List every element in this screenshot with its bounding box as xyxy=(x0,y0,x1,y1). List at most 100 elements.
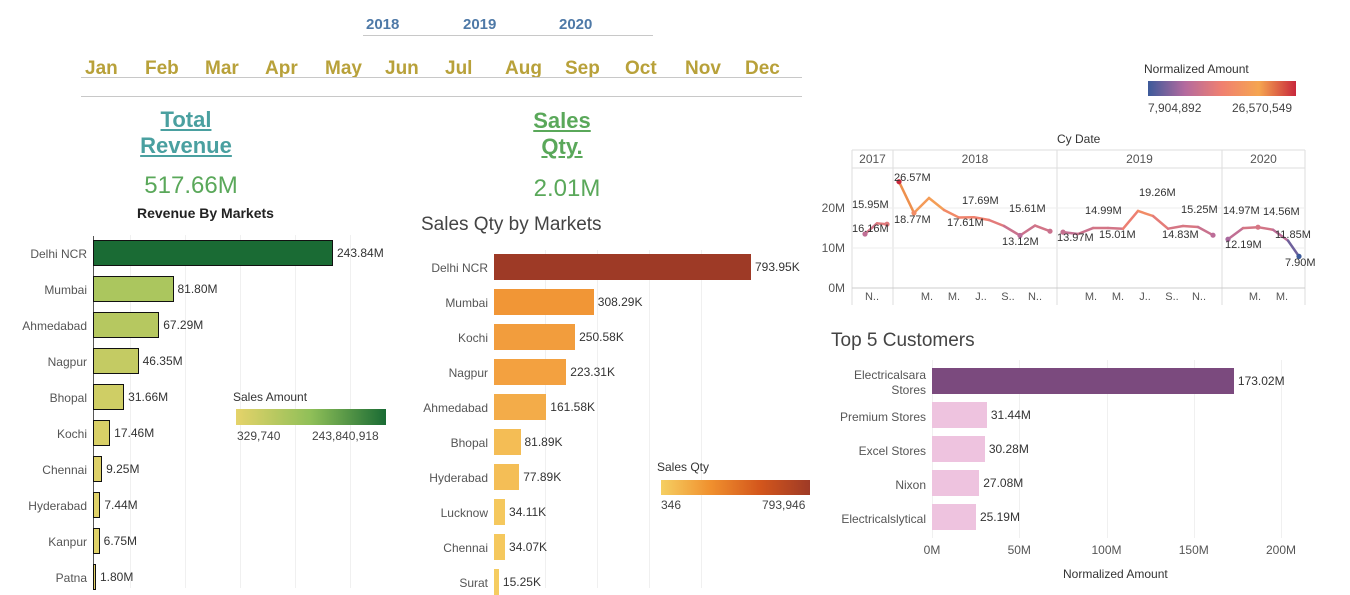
revenue-bar-label: Mumbai xyxy=(0,283,87,297)
line-data-label: 13.97M xyxy=(1057,232,1094,244)
sales-qty-legend-min: 346 xyxy=(661,498,681,512)
revenue-bar-label: Kanpur xyxy=(0,535,87,549)
sales-amount-legend-title: Sales Amount xyxy=(233,390,307,404)
sales-qty-bar xyxy=(494,254,751,280)
sales-qty-bar xyxy=(494,394,546,420)
line-data-label: 12.19M xyxy=(1225,239,1262,251)
line-data-label: 17.61M xyxy=(947,217,984,229)
line-data-label: 17.69M xyxy=(962,195,999,207)
sales-qty-legend-max: 793,946 xyxy=(762,498,805,512)
revenue-bar-value: 9.25M xyxy=(106,462,139,476)
sales-qty-legend-title: Sales Qty xyxy=(657,460,709,474)
line-data-label: 14.56M xyxy=(1263,206,1300,218)
line-x-tick: N.. xyxy=(865,291,879,303)
sales-qty-bar-value: 223.31K xyxy=(570,365,615,379)
revenue-bar xyxy=(93,492,100,518)
line-x-tick: M. xyxy=(1085,291,1097,303)
customer-bar-label-line: Stores xyxy=(815,383,926,398)
line-x-tick: M. xyxy=(921,291,933,303)
customer-bar xyxy=(932,436,985,462)
sales-qty-bar-label: Delhi NCR xyxy=(380,261,488,275)
customer-bar-label: Electricalslytical xyxy=(815,512,926,527)
sales-qty-bar-value: 250.58K xyxy=(579,330,624,344)
line-x-tick: M. xyxy=(1112,291,1124,303)
line-year-label: 2020 xyxy=(1250,152,1277,166)
customer-bar-value: 31.44M xyxy=(991,408,1031,422)
line-x-tick: S.. xyxy=(1165,291,1178,303)
line-y-tick: 20M xyxy=(822,201,845,215)
line-data-label: 19.26M xyxy=(1139,187,1176,199)
line-series-point xyxy=(1255,225,1260,230)
sales-qty-bar xyxy=(494,534,505,560)
year-2020[interactable]: 2020 xyxy=(559,16,592,33)
revenue-bar xyxy=(93,240,333,266)
revenue-bar-label: Chennai xyxy=(0,463,87,477)
line-y-tick: 0M xyxy=(828,281,845,295)
sales-qty-bar xyxy=(494,324,575,350)
customer-bar-value: 173.02M xyxy=(1238,374,1285,388)
line-x-tick: M. xyxy=(948,291,960,303)
revenue-bar xyxy=(93,564,96,590)
sales-amount-legend-gradient xyxy=(236,409,386,425)
customer-bar-value: 25.19M xyxy=(980,510,1020,524)
sales-qty-bar-value: 793.95K xyxy=(755,260,800,274)
kpi-revenue-title: Total Revenue xyxy=(126,107,246,159)
kpi-revenue-title-line1: Total xyxy=(126,107,246,133)
revenue-bar-label: Patna xyxy=(0,571,87,585)
customers-x-tick: 150M xyxy=(1179,543,1209,557)
year-2019[interactable]: 2019 xyxy=(463,16,496,33)
line-series-segment xyxy=(1004,226,1020,236)
sales-qty-bar xyxy=(494,359,566,385)
line-series-segment xyxy=(989,220,1004,226)
revenue-bar-value: 6.75M xyxy=(104,534,137,548)
line-y-tick: 10M xyxy=(822,241,845,255)
line-x-tick: N.. xyxy=(1028,291,1042,303)
line-data-label: 7.90M xyxy=(1285,257,1315,269)
line-data-label: 11.85M xyxy=(1275,229,1311,241)
sales-qty-bar-value: 161.58K xyxy=(550,400,595,414)
customers-x-tick: 200M xyxy=(1266,543,1296,557)
sales-qty-bar-label: Ahmedabad xyxy=(380,401,488,415)
revenue-bar-value: 67.29M xyxy=(163,318,203,332)
line-year-label: 2019 xyxy=(1126,152,1153,166)
sales-qty-bar xyxy=(494,464,519,490)
revenue-bar-value: 7.44M xyxy=(104,498,137,512)
kpi-qty-title: Sales Qty. xyxy=(502,108,622,160)
revenue-bar xyxy=(93,528,100,554)
sales-amount-legend-max: 243,840,918 xyxy=(312,429,379,443)
sales-qty-bar-label: Mumbai xyxy=(380,296,488,310)
customer-bar xyxy=(932,368,1234,394)
line-data-label: 14.97M xyxy=(1223,205,1260,217)
customer-bar xyxy=(932,402,987,428)
customers-x-tick: 100M xyxy=(1092,543,1122,557)
customer-bar xyxy=(932,470,979,496)
sales-qty-bar-value: 34.07K xyxy=(509,540,547,554)
year-2018[interactable]: 2018 xyxy=(366,16,399,33)
kpi-qty-title-line1: Sales xyxy=(502,108,622,134)
sales-qty-bar xyxy=(494,569,499,595)
line-data-label: 26.57M xyxy=(894,172,931,184)
line-year-label: 2017 xyxy=(859,152,886,166)
sales-qty-bar-value: 81.89K xyxy=(525,435,563,449)
line-x-tick: J.. xyxy=(1139,291,1151,303)
normalized-legend-title: Normalized Amount xyxy=(1144,62,1249,76)
sales-qty-bar xyxy=(494,499,505,525)
sales-qty-bar-label: Hyderabad xyxy=(380,471,488,485)
sales-qty-bar-label: Kochi xyxy=(380,331,488,345)
normalized-legend-max: 26,570,549 xyxy=(1232,101,1292,115)
customer-bar xyxy=(932,504,976,530)
revenue-bar xyxy=(93,348,139,374)
revenue-bar-value: 31.66M xyxy=(128,390,168,404)
line-x-tick: M. xyxy=(1249,291,1261,303)
revenue-bar-value: 46.35M xyxy=(143,354,183,368)
revenue-bar-value: 243.84M xyxy=(337,246,384,260)
revenue-bar xyxy=(93,276,174,302)
sales-qty-bar-label: Bhopal xyxy=(380,436,488,450)
line-series-point xyxy=(1210,233,1215,238)
revenue-bar-value: 81.80M xyxy=(178,282,218,296)
line-series-segment xyxy=(1153,216,1168,229)
sales-qty-bar-value: 15.25K xyxy=(503,575,541,589)
customers-x-tick: 50M xyxy=(1004,543,1034,557)
sales-qty-bar-value: 77.89K xyxy=(523,470,561,484)
